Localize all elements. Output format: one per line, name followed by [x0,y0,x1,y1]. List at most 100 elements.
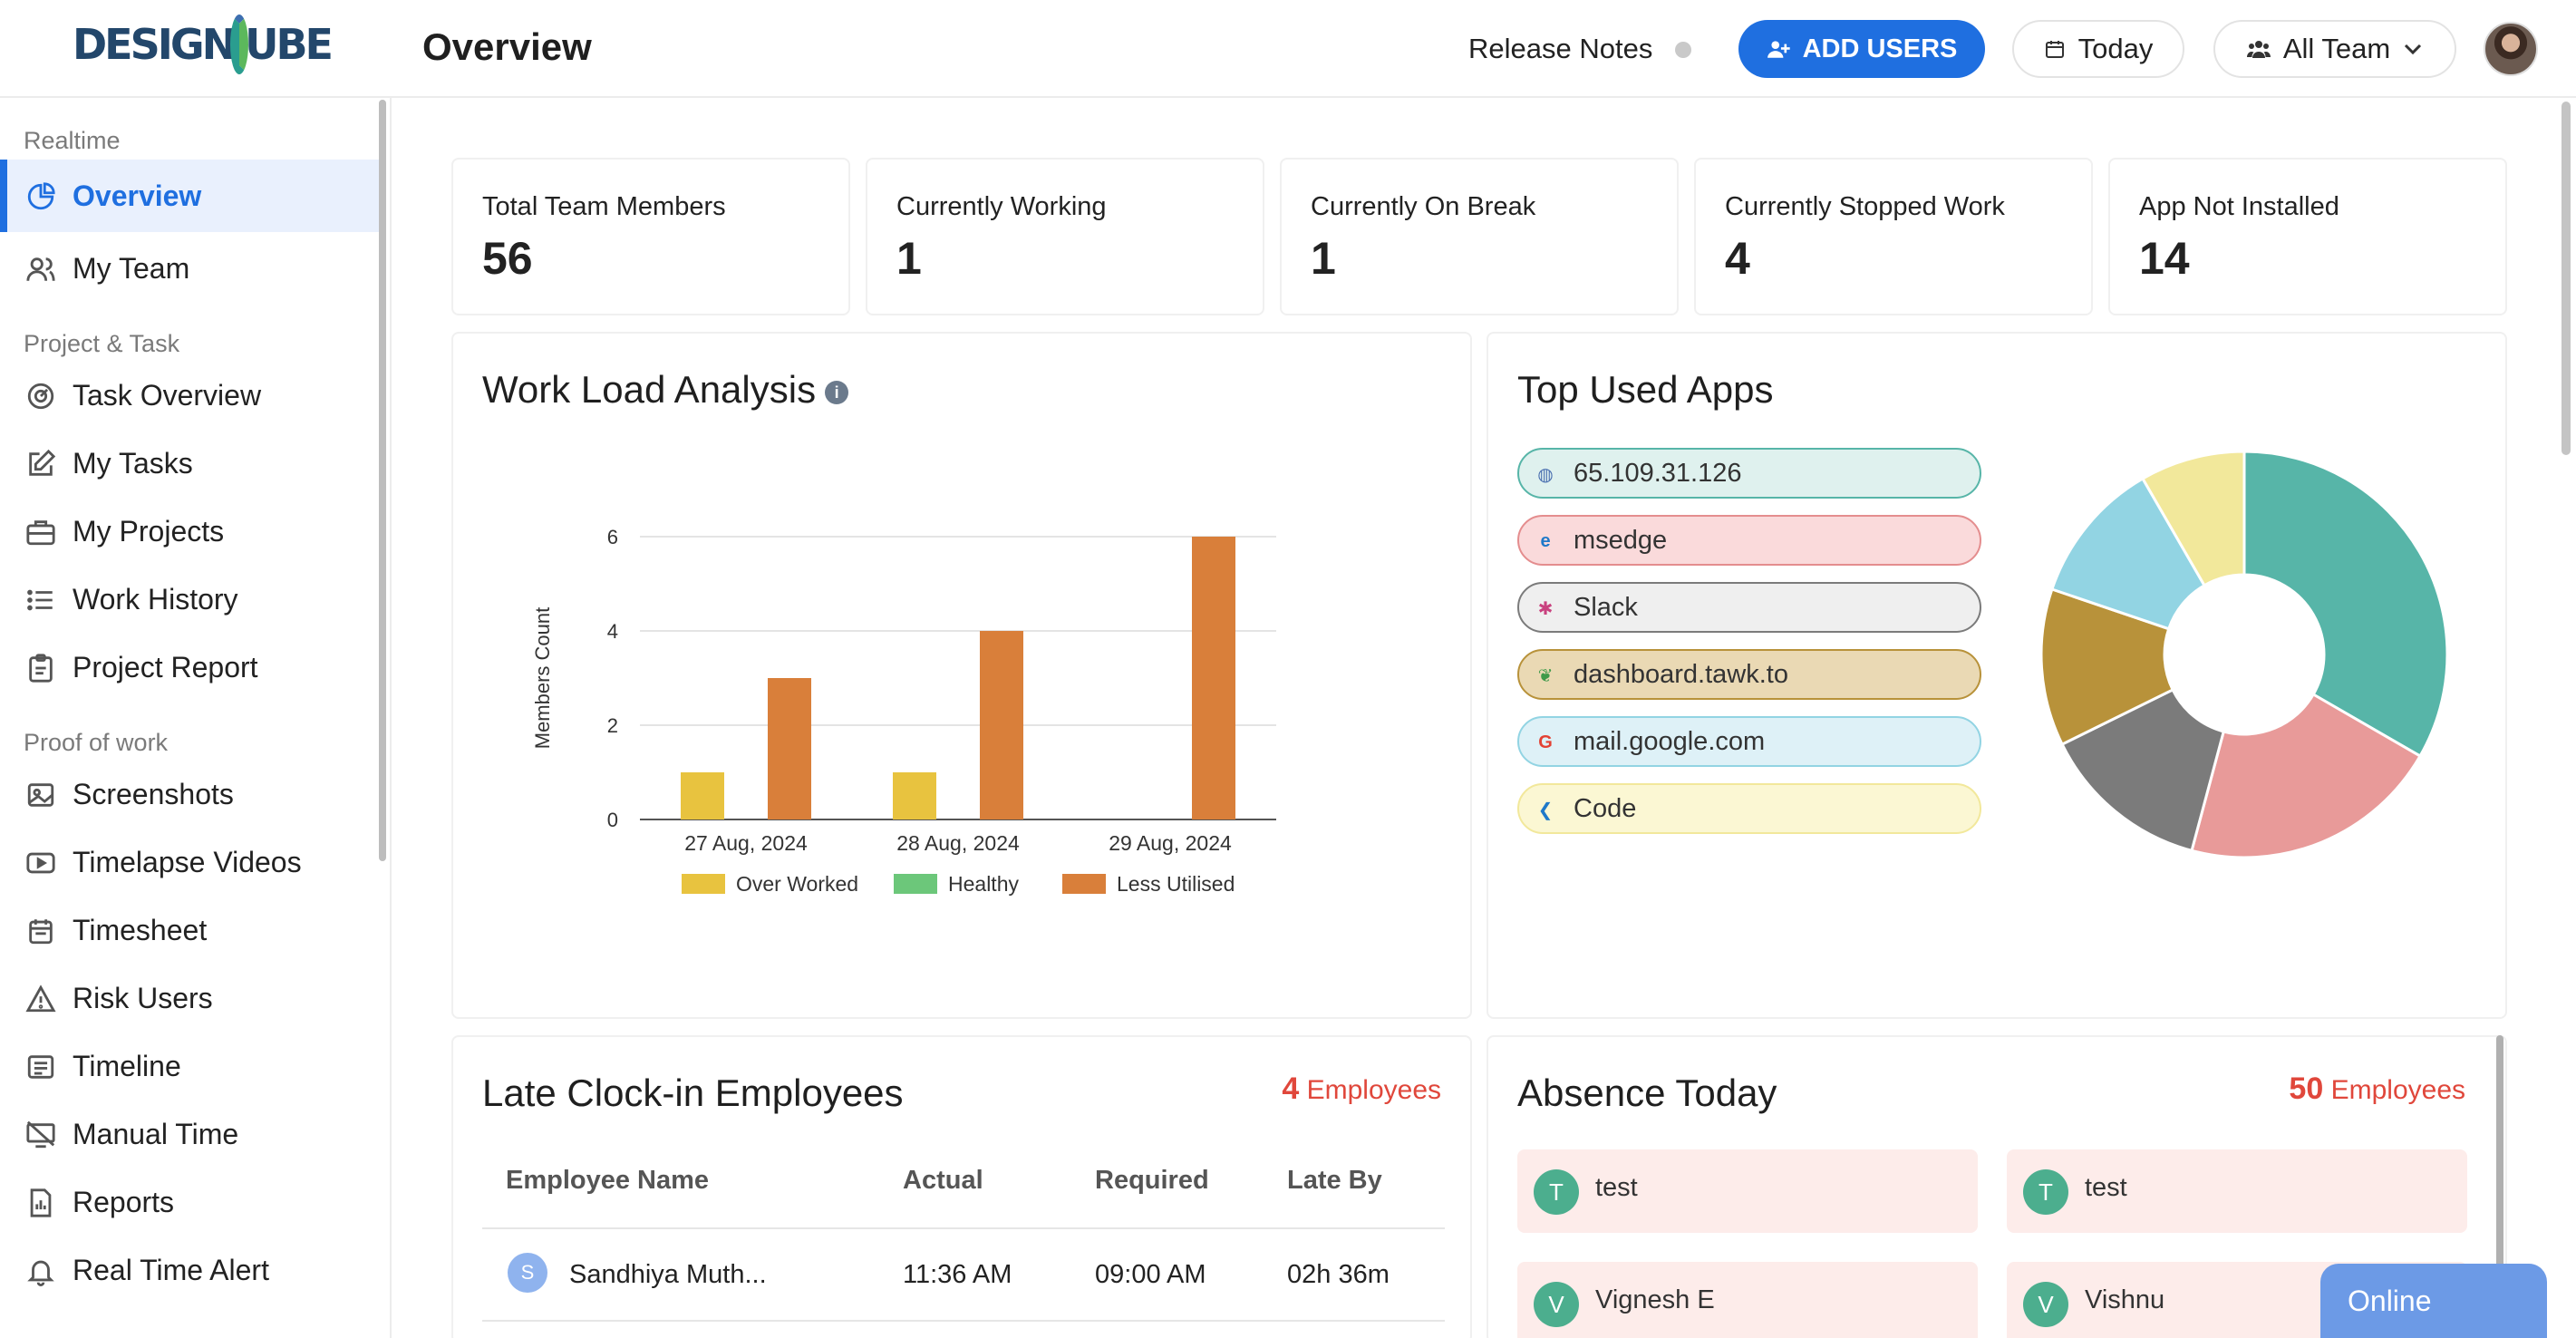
user-avatar[interactable] [2484,22,2538,76]
date-filter-button[interactable]: Today [2012,20,2184,78]
sidebar-item-my-projects[interactable]: My Projects [0,495,379,567]
legend-swatch[interactable] [894,874,937,894]
bar-less-utilised[interactable] [980,631,1023,819]
column-header-late-by[interactable]: Late By [1287,1166,1382,1195]
legend-label[interactable]: Over Worked [736,872,858,896]
globe-icon: ◍ [1537,464,1554,485]
bar-over-worked[interactable] [681,772,724,819]
stat-label: Total Team Members [482,192,726,221]
column-header-actual[interactable]: Actual [903,1166,983,1195]
top-apps-title: Top Used Apps [1517,368,1774,411]
team-filter-label: All Team [2282,33,2391,64]
column-header-required[interactable]: Required [1095,1166,1209,1195]
sidebar-item-work-history[interactable]: Work History [0,563,379,635]
stat-label: Currently Working [896,192,1107,221]
logo-text-left: DESIGN [73,20,237,69]
absence-count[interactable]: 50 Employees [2289,1071,2465,1107]
sidebar-item-my-team[interactable]: My Team [0,232,379,305]
sidebar-item-label: Real Time Alert [73,1253,269,1286]
absence-scrollbar[interactable] [2496,1035,2503,1338]
x-tick-label: 27 Aug, 2024 [684,831,808,855]
y-axis-label: Members Count [531,607,554,750]
workload-card: Work Load Analysis i 0 2 4 6 Members Count 27 … [451,332,1472,1019]
late-clockin-count[interactable]: 4 Employees [1282,1071,1441,1107]
bar-less-utilised[interactable] [1192,537,1235,819]
legend-label[interactable]: Healthy [948,872,1019,896]
release-notes-link[interactable]: Release Notes [1468,33,1653,64]
edit-icon [29,449,56,476]
section-label-realtime: Realtime [24,127,121,154]
sidebar-item-label: Risk Users [73,981,213,1014]
sidebar-item-timeline[interactable]: Timeline [0,1030,379,1102]
donut-slice[interactable] [2140,450,2246,587]
app-item[interactable]: ❦ dashboard.tawk.to [1517,649,1981,700]
bar-less-utilised[interactable] [768,678,811,819]
timeline-icon [27,1055,54,1079]
sidebar-item-my-tasks[interactable]: My Tasks [0,427,379,499]
absent-avatar: V [2023,1282,2068,1327]
legend-label[interactable]: Less Utilised [1117,872,1235,896]
app-item[interactable]: ◍ 65.109.31.126 [1517,448,1981,499]
sidebar-item-risk-users[interactable]: Risk Users [0,962,379,1034]
apps-donut-chart [2039,450,2449,859]
main-scrollbar[interactable] [2561,102,2571,455]
app-name: msedge [1574,525,1668,555]
absence-count-label: Employees [2330,1075,2465,1105]
actual-time: 11:36 AM [903,1260,1012,1289]
vscode-icon: ❮ [1537,800,1554,820]
sidebar-scrollbar[interactable] [379,100,386,861]
stat-value: 14 [2139,233,2190,284]
donut-slice[interactable] [2242,450,2449,759]
legend-swatch[interactable] [1062,874,1106,894]
list-icon [27,589,53,611]
sidebar-item-project-report[interactable]: Project Report [0,631,379,703]
sidebar-item-overview[interactable]: Overview [0,160,379,232]
sidebar-item-reports[interactable]: Reports [0,1166,379,1238]
calendar-icon [29,919,53,945]
logo[interactable]: DESIGN UBE [73,13,334,76]
users-icon [26,257,55,281]
sidebar-item-label: Manual Time [73,1117,239,1150]
top-bar: DESIGN UBE Overview Release Notes ADD US… [0,0,2576,98]
sidebar-item-real-time-alert[interactable]: Real Time Alert [0,1234,379,1306]
donut-slice[interactable] [2060,687,2226,853]
app-item[interactable]: e msedge [1517,515,1981,566]
column-header-employee[interactable]: Employee Name [506,1166,710,1195]
donut-slice[interactable] [2190,692,2423,859]
sidebar-item-timelapse-videos[interactable]: Timelapse Videos [0,826,379,898]
sidebar-item-timesheet[interactable]: Timesheet [0,894,379,966]
sidebar-item-screenshots[interactable]: Screenshots [0,758,379,830]
legend-swatch[interactable] [682,874,725,894]
donut-slice[interactable] [2039,587,2175,747]
add-users-button[interactable]: ADD USERS [1738,20,1985,78]
late-clockin-title: Late Clock-in Employees [482,1071,904,1114]
stat-card-stopped-work: Currently Stopped Work 4 [1694,158,2093,315]
app-item[interactable]: ❮ Code [1517,783,1981,834]
team-filter-dropdown[interactable]: All Team [2213,20,2456,78]
section-label-project-task: Project & Task [24,330,180,357]
absent-employee-card[interactable]: T test [2007,1149,2467,1233]
app-name: Code [1574,793,1637,823]
chat-online-button[interactable]: Online [2320,1264,2547,1338]
add-user-icon [1767,41,1790,58]
stat-value: 1 [1311,233,1336,284]
sidebar: Realtime Overview My Team Project & Task… [0,98,392,1338]
add-users-label: ADD USERS [1802,34,1958,63]
app-item[interactable]: ✱ Slack [1517,582,1981,633]
clipboard-icon [29,654,53,683]
gauge-icon [27,383,54,410]
late-count-label: Employees [1306,1075,1441,1105]
info-icon[interactable]: i [825,380,849,404]
sidebar-item-task-overview[interactable]: Task Overview [0,359,379,431]
sidebar-item-label: Project Report [73,650,258,684]
late-count-number: 4 [1282,1071,1300,1106]
bar-over-worked[interactable] [893,772,936,819]
late-by-time: 02h 36m [1287,1260,1390,1289]
stat-label: Currently Stopped Work [1725,192,2005,221]
absent-employee-card[interactable]: V Vignesh E [1517,1262,1978,1338]
absent-employee-card[interactable]: T test [1517,1149,1978,1233]
sidebar-item-manual-time[interactable]: Manual Time [0,1098,379,1170]
briefcase-icon [26,520,55,546]
stat-value: 1 [896,233,922,284]
